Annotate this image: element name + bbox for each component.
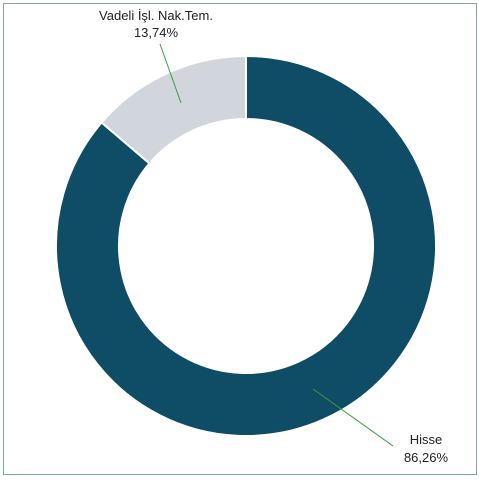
leader-line-hisse (312, 388, 394, 447)
label-vadeli: Vadeli İşl. Nak.Tem. 13,74% (99, 8, 213, 104)
leader-line-vadeli (159, 43, 182, 104)
slice-label-vadeli: Vadeli İşl. Nak.Tem. (99, 8, 213, 23)
slice-hisse (55, 54, 437, 437)
label-hisse: Hisse 86,26% (312, 388, 449, 465)
slice-value-vadeli: 13,74% (134, 25, 179, 40)
slices-group (55, 54, 437, 437)
slice-vadeli (100, 54, 247, 165)
slice-label-hisse: Hisse (410, 432, 443, 447)
slice-value-hisse: 86,26% (404, 450, 449, 465)
